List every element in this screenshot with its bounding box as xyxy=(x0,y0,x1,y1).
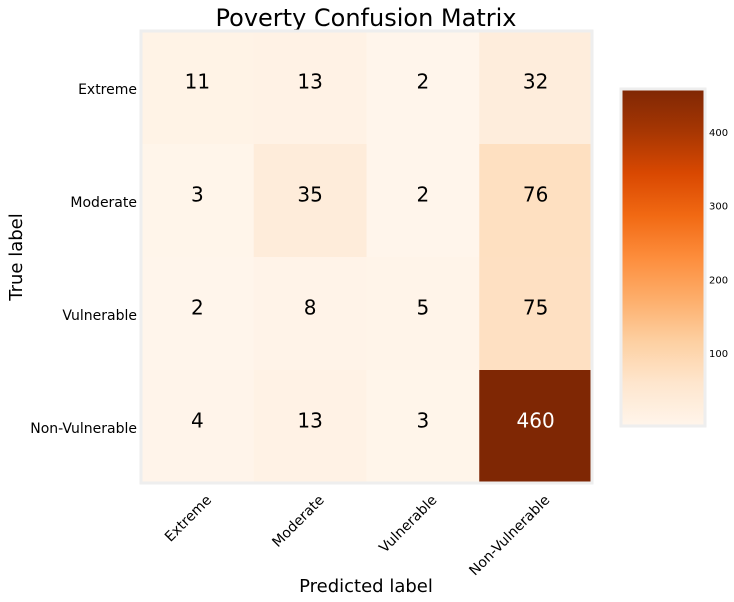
colorbar xyxy=(619,87,707,428)
cell-value-label: 35 xyxy=(297,182,322,206)
heatmap-cell xyxy=(366,31,480,145)
colorbar-tick-label: 400 xyxy=(709,128,728,139)
y-axis-label: True label xyxy=(6,213,27,302)
cell-value-label: 2 xyxy=(417,69,430,93)
heatmap-cell xyxy=(141,370,255,484)
heatmap-cell xyxy=(366,370,480,484)
heatmap-cell xyxy=(479,144,593,258)
colorbar-tick-label: 200 xyxy=(709,275,728,286)
heatmap-cell xyxy=(141,31,255,145)
colorbar-ticks: 100 200 300 400 xyxy=(709,128,728,360)
colorbar-tick-label: 100 xyxy=(709,349,728,360)
colorbar-tick-label: 300 xyxy=(709,202,728,213)
heatmap-cell xyxy=(253,144,367,258)
heatmap-cell xyxy=(253,31,367,145)
cell-value-label: 2 xyxy=(191,295,204,319)
y-tick-label: Moderate xyxy=(70,195,137,211)
heatmap-cell xyxy=(253,370,367,484)
heatmap-cell xyxy=(141,257,255,371)
heatmap-cell xyxy=(479,257,593,371)
cell-value-label: 3 xyxy=(191,182,204,206)
x-tick-label: Vulnerable xyxy=(376,492,440,556)
y-tick-labels: Extreme Moderate Vulnerable Non-Vulnerable xyxy=(30,82,137,437)
cell-value-label: 460 xyxy=(517,408,555,432)
cell-value-label: 76 xyxy=(523,182,548,206)
cell-value-label: 75 xyxy=(523,295,548,319)
heatmap-cell xyxy=(479,370,593,484)
chart-title: Poverty Confusion Matrix xyxy=(216,4,517,32)
cell-value-label: 11 xyxy=(185,69,210,93)
cell-value-label: 2 xyxy=(417,182,430,206)
cell-value-label: 13 xyxy=(297,69,322,93)
cell-value-label: 8 xyxy=(304,295,317,319)
heatmap-cell xyxy=(141,144,255,258)
x-tick-label: Moderate xyxy=(269,492,327,550)
cell-value-label: 32 xyxy=(523,69,548,93)
heatmap-cell xyxy=(366,144,480,258)
x-tick-labels: Extreme Moderate Vulnerable Non-Vulnerable xyxy=(162,492,553,579)
x-tick-label: Non-Vulnerable xyxy=(466,492,553,579)
y-tick-label: Vulnerable xyxy=(62,308,137,324)
heatmap-cells: 11 13 2 32 3 35 2 76 2 8 5 75 4 13 3 460 xyxy=(141,31,593,484)
cell-value-label: 3 xyxy=(417,408,430,432)
cell-value-label: 4 xyxy=(191,408,204,432)
heatmap-cell xyxy=(253,257,367,371)
cell-value-label: 13 xyxy=(297,408,322,432)
heatmap-cell xyxy=(366,257,480,371)
heatmap-cell xyxy=(479,31,593,145)
y-tick-label: Non-Vulnerable xyxy=(30,421,137,437)
cell-value-label: 5 xyxy=(417,295,430,319)
y-tick-label: Extreme xyxy=(78,82,137,98)
x-tick-label: Extreme xyxy=(162,492,215,545)
x-axis-label: Predicted label xyxy=(299,576,433,597)
plot-frame xyxy=(139,29,594,485)
